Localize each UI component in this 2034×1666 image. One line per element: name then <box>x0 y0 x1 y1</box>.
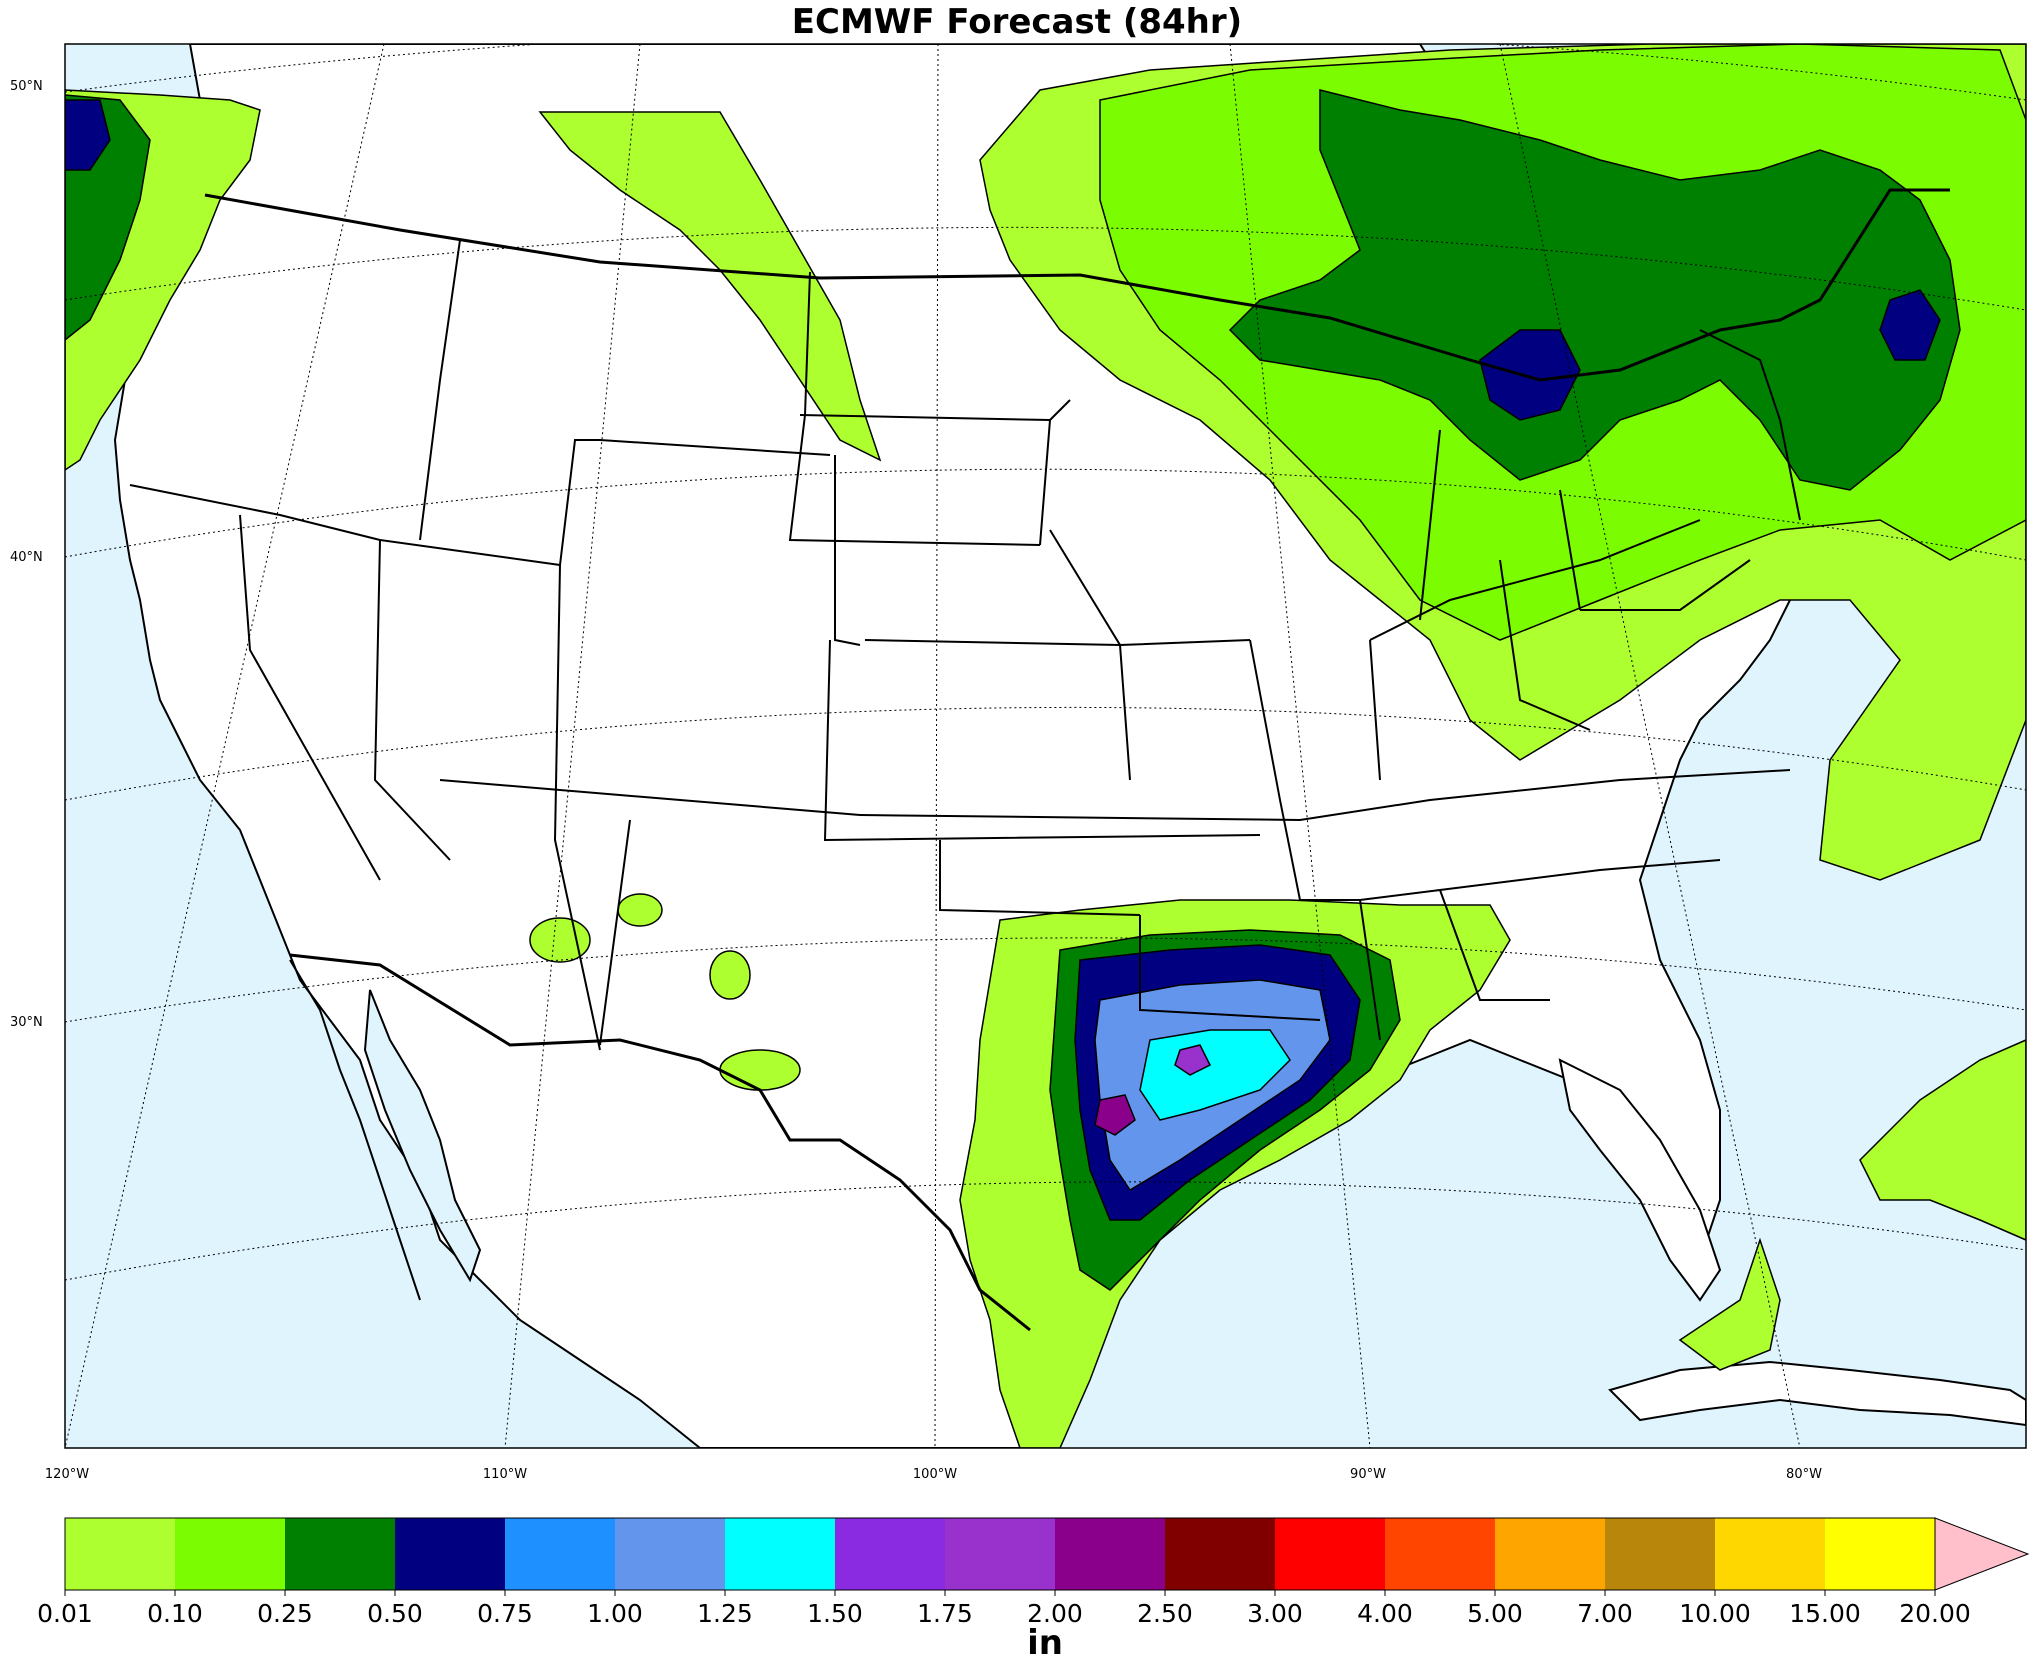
colorbar-swatch <box>1715 1518 1826 1590</box>
colorbar-tick-label: 1.50 <box>807 1599 863 1628</box>
map-frame <box>64 43 2027 1449</box>
colorbar-tick-label: 0.75 <box>477 1599 533 1628</box>
meridian-80w <box>1499 44 1801 1448</box>
colorbar-swatch <box>835 1518 946 1590</box>
lat-label-50n: 50°N <box>10 79 43 94</box>
precip-northeast-core <box>1479 329 1581 421</box>
precip-pacific-nw-core <box>65 99 111 171</box>
colorbar-tick-label: 5.00 <box>1467 1599 1523 1628</box>
gulf-of-california <box>363 989 482 1283</box>
colorbar-tick-label: 1.75 <box>917 1599 973 1628</box>
lon-label-120w: 120°W <box>45 1467 89 1482</box>
colorbar-tick-label: 20.00 <box>1899 1599 1971 1628</box>
cuba <box>1608 1360 2026 1427</box>
colorbar-tick-label: 2.50 <box>1137 1599 1193 1628</box>
colorbar-tick-label: 1.00 <box>587 1599 643 1628</box>
political-borders <box>129 188 1950 1332</box>
colorbar-swatch <box>395 1518 506 1590</box>
longitude-labels: 120°W 110°W 100°W 90°W 80°W <box>45 1467 1822 1482</box>
us-canada-border <box>204 188 1950 382</box>
precip-gulf-purple-2 <box>1174 1044 1212 1076</box>
lon-label-90w: 90°W <box>1350 1467 1386 1482</box>
precip-blob-tx <box>719 1049 801 1091</box>
colorbar-tick-label: 0.01 <box>37 1599 93 1628</box>
precip-gulf-cyan <box>1139 1029 1291 1121</box>
lon-label-80w: 80°W <box>1786 1467 1822 1482</box>
precip-atlantic <box>1859 1039 2026 1241</box>
colorbar-swatch <box>1055 1518 1166 1590</box>
parallel-25n <box>65 1181 2026 1281</box>
precip-blob-az-1 <box>529 917 591 963</box>
precip-northeast-dark <box>1228 89 1961 491</box>
baja-coast <box>289 959 421 1301</box>
colorbar-swatch <box>1165 1518 1276 1590</box>
colorbar-swatch <box>285 1518 396 1590</box>
colorbar-swatch <box>615 1518 726 1590</box>
colorbar-swatch <box>725 1518 836 1590</box>
colorbar: 0.01 0.10 0.25 0.50 0.75 1.00 1.25 1.50 1.75 2.00… <box>37 1517 2030 1628</box>
parallel-45n <box>65 226 2026 311</box>
colorbar-swatch <box>945 1518 1056 1590</box>
colorbar-tick-label: 15.00 <box>1789 1599 1861 1628</box>
parallel-40n <box>65 468 2026 561</box>
precip-gulf-purple <box>1094 1094 1136 1136</box>
lon-label-110w: 110°W <box>483 1467 527 1482</box>
meridian-90w <box>1229 44 1371 1448</box>
colorbar-swatch <box>1825 1518 1936 1590</box>
parallel-30n <box>65 937 2026 1023</box>
lat-label-30n: 30°N <box>10 1015 43 1030</box>
colorbar-swatch <box>1385 1518 1496 1590</box>
graticule <box>65 44 2026 1448</box>
colorbar-unit-label: in <box>1027 1623 1063 1663</box>
precip-montana <box>538 111 882 462</box>
colorbar-tick-label: 10.00 <box>1679 1599 1751 1628</box>
lon-label-100w: 100°W <box>913 1467 957 1482</box>
colorbar-tick-label: 3.00 <box>1247 1599 1303 1628</box>
parallel-35n <box>65 706 2026 801</box>
state-borders <box>129 239 1801 1051</box>
map-area <box>65 44 2026 1448</box>
map-title: ECMWF Forecast (84hr) <box>791 2 1243 42</box>
colorbar-tick-label: 0.50 <box>367 1599 423 1628</box>
colorbar-tick-label: 2.00 <box>1027 1599 1083 1628</box>
colorbar-tick-label: 4.00 <box>1357 1599 1413 1628</box>
us-mexico-border <box>289 953 1031 1332</box>
colorbar-tick-label: 7.00 <box>1577 1599 1633 1628</box>
precip-blob-nm-2 <box>709 950 751 1000</box>
colorbar-swatch <box>1495 1518 1606 1590</box>
florida <box>1558 1058 1722 1302</box>
colorbar-swatch <box>65 1518 176 1590</box>
precip-caribbean <box>1678 1237 1781 1371</box>
colorbar-border <box>64 1517 1936 1591</box>
precip-blob-nm-1 <box>617 893 663 927</box>
meridian-100w <box>934 44 939 1448</box>
colorbar-extend-arrow <box>1934 1517 2030 1591</box>
colorbar-swatch <box>1605 1518 1716 1590</box>
colorbar-swatch <box>1275 1518 1386 1590</box>
colorbar-swatch <box>175 1518 286 1590</box>
colorbar-tick-label: 0.10 <box>147 1599 203 1628</box>
colorbar-tick-label: 1.25 <box>697 1599 753 1628</box>
meridian-110w <box>504 44 641 1448</box>
lat-label-40n: 40°N <box>10 550 43 565</box>
latitude-labels: 50°N 40°N 30°N <box>10 79 43 1030</box>
colorbar-swatch <box>505 1518 616 1590</box>
colorbar-tick-label: 0.25 <box>257 1599 313 1628</box>
precip-maine-core <box>1879 289 1941 361</box>
